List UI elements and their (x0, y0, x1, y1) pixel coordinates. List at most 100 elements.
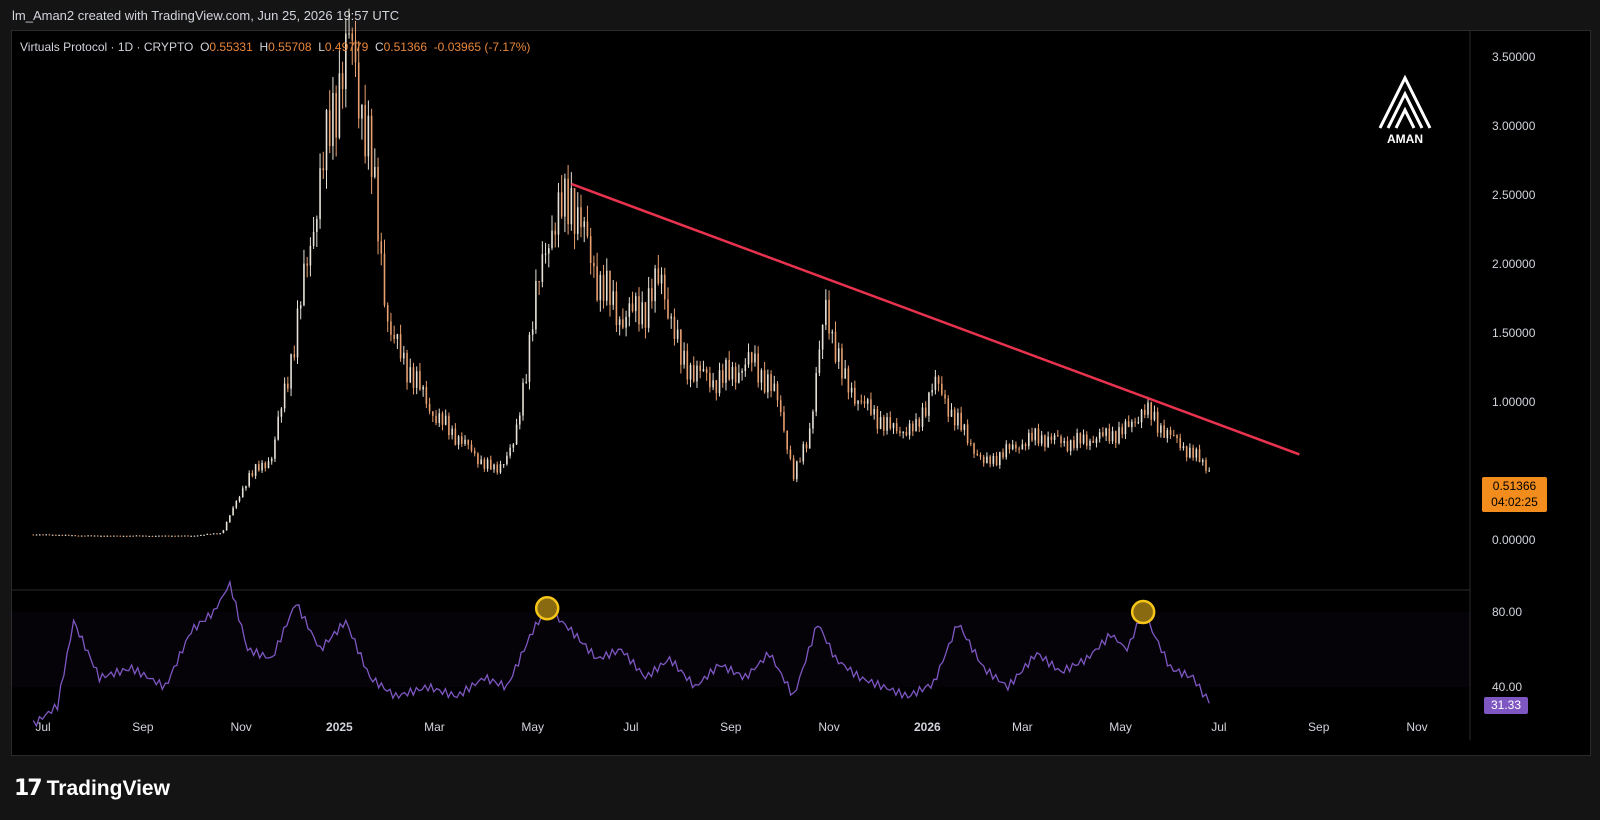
candle-body (786, 430, 788, 450)
candle-body (905, 432, 908, 436)
candle-body (129, 535, 131, 537)
chart-frame[interactable] (11, 30, 1591, 756)
candle-body (222, 530, 225, 534)
candle-body (96, 535, 99, 537)
candle-body (1092, 440, 1095, 444)
candle-body (854, 387, 856, 404)
time-tick-label: Sep (132, 720, 154, 734)
rsi-highlight-marker (1130, 599, 1156, 625)
candle-body (364, 104, 366, 157)
candle-body (654, 268, 656, 302)
candle-body (841, 348, 843, 379)
candle-body (944, 394, 946, 399)
candle-body (1008, 444, 1011, 450)
time-tick-label: May (1109, 720, 1132, 734)
candle-body (738, 372, 740, 383)
candle-body (122, 535, 125, 537)
candle-body (953, 409, 956, 426)
candle-body (135, 535, 138, 537)
candle-body (1143, 409, 1146, 415)
rsi-value-tag: 31.33 (1484, 697, 1528, 714)
candle-body (941, 383, 943, 395)
candle-body (979, 455, 982, 457)
candle-body (51, 534, 54, 536)
candle-body (1176, 435, 1178, 439)
candle-body (345, 33, 347, 90)
candle-body (660, 274, 663, 284)
candle-body (280, 408, 283, 417)
candle-body (531, 329, 534, 335)
candle-body (625, 316, 627, 328)
candle-body (889, 417, 892, 429)
candle-body (1147, 402, 1149, 415)
candle-body (986, 456, 988, 464)
candle-body (167, 535, 170, 537)
candle-body (670, 316, 673, 319)
candle-body (390, 321, 392, 335)
candle-body (251, 473, 254, 476)
candle-body (615, 291, 618, 326)
time-tick-label: Jul (35, 720, 50, 734)
candle-body (686, 350, 689, 380)
time-tick-label: 2025 (326, 720, 353, 734)
candle-body (696, 365, 698, 382)
bar-countdown: 04:02:25 (1491, 495, 1538, 509)
candle-body (1118, 427, 1120, 444)
candle-body (71, 535, 73, 537)
candle-body (541, 254, 544, 283)
high-label: H (259, 40, 269, 54)
candle-body (596, 266, 598, 301)
candle-body (876, 409, 879, 429)
candle-body (992, 456, 995, 464)
candle-body (676, 329, 679, 339)
candle-body (728, 359, 730, 380)
candle-body (805, 444, 808, 449)
candle-body (960, 412, 962, 430)
candle-body (709, 372, 711, 388)
candle-body (296, 308, 299, 358)
candle-body (918, 419, 921, 427)
candle-body (618, 319, 621, 326)
candle-body (657, 268, 660, 284)
candle-body (151, 535, 154, 537)
candle-body (422, 386, 424, 390)
candle-body (254, 464, 257, 476)
candle-body (432, 411, 434, 416)
candle-body (1034, 428, 1037, 441)
candle-body (361, 104, 363, 119)
candle-body (406, 352, 408, 383)
candle-body (586, 221, 589, 237)
candle-body (860, 400, 863, 402)
candle-body (518, 415, 521, 425)
candle-body (966, 424, 969, 444)
open-value: 0.55331 (209, 40, 253, 54)
low-value: 0.49779 (324, 40, 369, 54)
tradingview-logo[interactable]: 17 TradingView (14, 776, 170, 801)
candle-body (692, 364, 695, 382)
candle-body (792, 458, 795, 480)
candle-body (470, 444, 473, 451)
candle-body (238, 497, 241, 502)
candle-body (934, 376, 937, 391)
candle-body (515, 424, 518, 445)
candle-body (351, 33, 354, 41)
candle-body (576, 207, 579, 234)
candle-body (1018, 448, 1020, 450)
candle-body (396, 334, 399, 339)
candle-body (93, 535, 96, 537)
candle-body (1082, 434, 1085, 444)
last-price-tag: 0.51366 04:02:25 (1482, 477, 1547, 512)
candle-body (341, 73, 344, 90)
candle-body (844, 368, 846, 379)
candle-body (164, 535, 167, 537)
candle-body (834, 331, 837, 362)
candle-body (183, 535, 186, 537)
candle-body (477, 453, 479, 465)
candle-body (113, 535, 115, 537)
candle-body (1124, 421, 1127, 435)
candle-body (973, 443, 975, 454)
time-tick-label: Sep (1308, 720, 1330, 734)
candle-body (512, 444, 515, 448)
candle-body (1140, 409, 1143, 423)
